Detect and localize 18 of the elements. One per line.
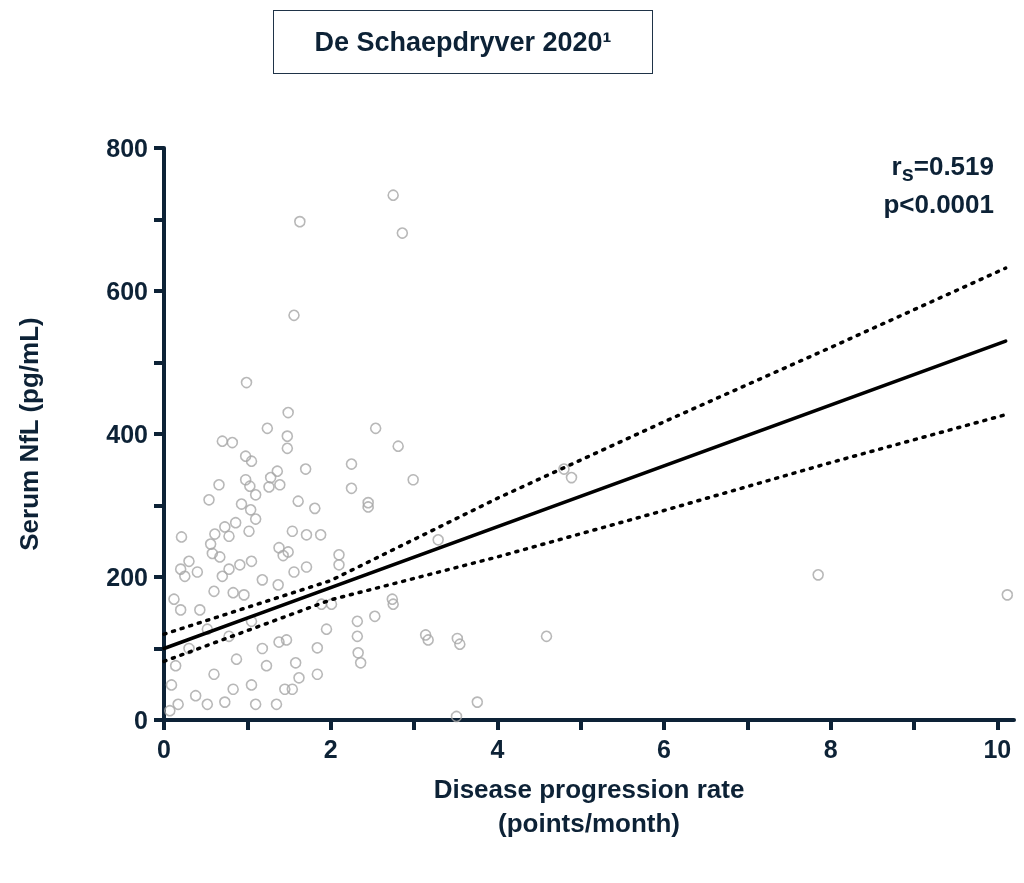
x-tick-label: 2 <box>323 734 338 763</box>
y-tick-label: 200 <box>106 563 148 591</box>
x-tick-label: 10 <box>983 734 1012 763</box>
y-tick-label: 800 <box>106 134 148 162</box>
x-tick-label: 6 <box>657 734 671 763</box>
annotation: p<0.0001 <box>883 188 994 220</box>
x-axis-title: Disease progression rate (points/month) <box>433 774 745 838</box>
x-tick-label: 8 <box>823 734 838 763</box>
x-tick-label: 0 <box>157 734 171 763</box>
line-series <box>162 266 1008 636</box>
line-series <box>162 412 1008 664</box>
y-tick-label: 600 <box>106 277 148 305</box>
chart-title: De Schaepdryver 2020¹ <box>273 10 653 74</box>
y-tick-label: 0 <box>134 706 148 734</box>
annotation: r$_{s}$=0.519 <box>891 150 994 189</box>
y-axis-title: Serum NfL (pg/mL) <box>14 317 44 551</box>
x-tick-label: 4 <box>490 734 505 763</box>
y-tick-label: 400 <box>106 420 148 448</box>
